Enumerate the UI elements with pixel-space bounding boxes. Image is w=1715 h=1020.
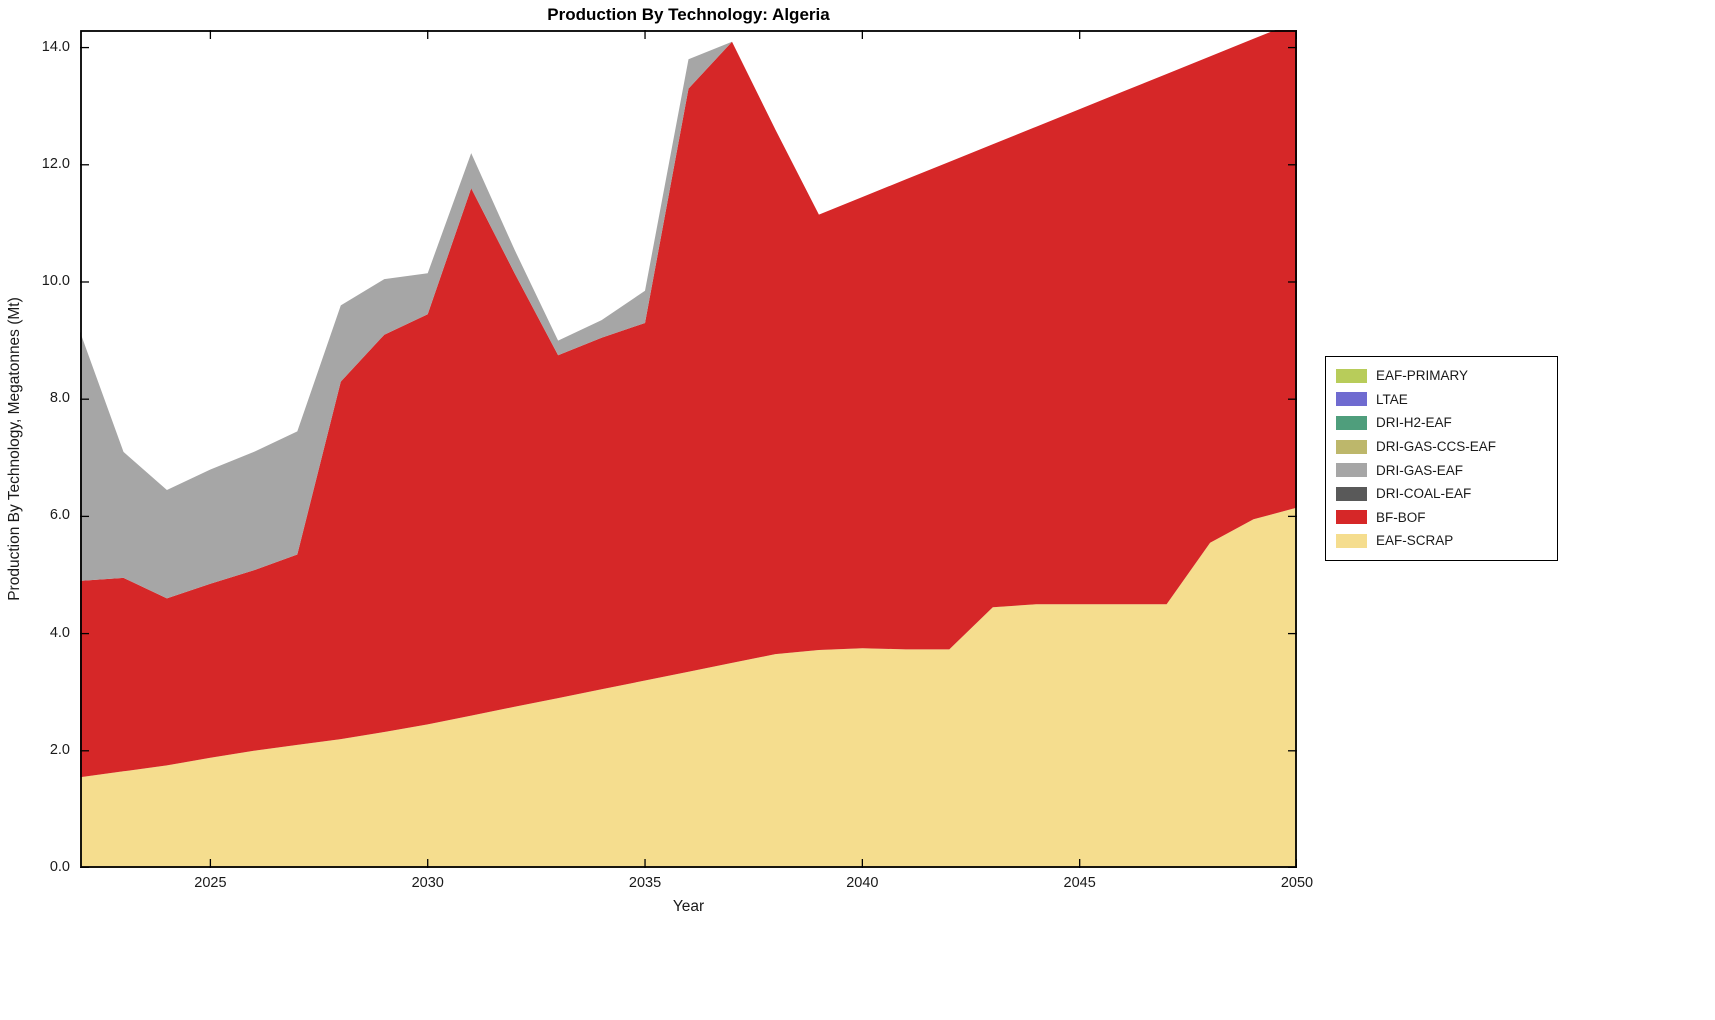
- legend-item: DRI-GAS-CCS-EAF: [1336, 435, 1547, 459]
- x-tick-label: 2040: [846, 875, 879, 891]
- x-axis-label: Year: [672, 898, 705, 915]
- legend-swatch-dri-gas-eaf: [1336, 463, 1367, 478]
- x-tick-label: 2050: [1280, 875, 1314, 891]
- y-axis-label: Production By Technology, Megatonnes (Mt…: [6, 297, 23, 601]
- legend-swatch-ltae: [1336, 392, 1367, 407]
- legend-item: EAF-PRIMARY: [1336, 364, 1547, 388]
- y-tick-label: 14.0: [41, 38, 70, 55]
- legend-swatch-eaf-scrap: [1336, 533, 1367, 548]
- x-tick-label: 2030: [411, 875, 444, 891]
- legend-swatch-dri-h2-eaf: [1336, 415, 1367, 430]
- y-tick-label: 8.0: [49, 390, 70, 407]
- legend-swatch-bf-bof: [1336, 510, 1367, 525]
- legend-item: BF-BOF: [1336, 506, 1547, 530]
- legend-swatch-dri-gas-ccs-eaf: [1336, 439, 1367, 454]
- legend-item: DRI-GAS-EAF: [1336, 458, 1547, 482]
- legend-label: LTAE: [1376, 391, 1408, 407]
- legend-item: DRI-COAL-EAF: [1336, 482, 1547, 506]
- legend-label: BF-BOF: [1376, 509, 1426, 525]
- legend-label: EAF-SCRAP: [1376, 533, 1454, 549]
- legend-label: EAF-PRIMARY: [1376, 368, 1469, 384]
- plot-border: [80, 30, 1297, 868]
- chart-title: Production By Technology: Algeria: [547, 5, 830, 24]
- y-tick-label: 2.0: [49, 741, 70, 758]
- area-bf-bof: [80, 30, 1297, 778]
- legend-item: DRI-H2-EAF: [1336, 411, 1547, 435]
- legend: EAF-PRIMARY LTAE DRI-H2-EAF DRI-GAS-CCS-EAF…: [1325, 356, 1558, 561]
- y-tick-label: 12.0: [41, 155, 70, 172]
- legend-label: DRI-COAL-EAF: [1376, 486, 1472, 502]
- plot-area: [80, 30, 1297, 868]
- y-tick-label: 10.0: [41, 272, 70, 289]
- x-tick-label: 2025: [194, 875, 227, 891]
- y-tick-label: 4.0: [49, 624, 70, 641]
- y-tick-label: 6.0: [49, 507, 70, 524]
- legend-label: DRI-GAS-CCS-EAF: [1376, 439, 1497, 455]
- area-eaf-scrap: [80, 507, 1297, 868]
- legend-label: DRI-GAS-EAF: [1376, 462, 1464, 478]
- y-tick-label: 0.0: [49, 859, 70, 875]
- legend-swatch-eaf-primary: [1336, 368, 1367, 383]
- x-tick-label: 2035: [628, 875, 662, 891]
- legend-item: LTAE: [1336, 388, 1547, 412]
- x-tick-label: 2045: [1063, 875, 1096, 891]
- legend-swatch-dri-coal-eaf: [1336, 486, 1367, 501]
- legend-label: DRI-H2-EAF: [1376, 415, 1452, 431]
- legend-item: EAF-SCRAP: [1336, 529, 1547, 553]
- area-dri-gas-eaf: [80, 30, 1276, 599]
